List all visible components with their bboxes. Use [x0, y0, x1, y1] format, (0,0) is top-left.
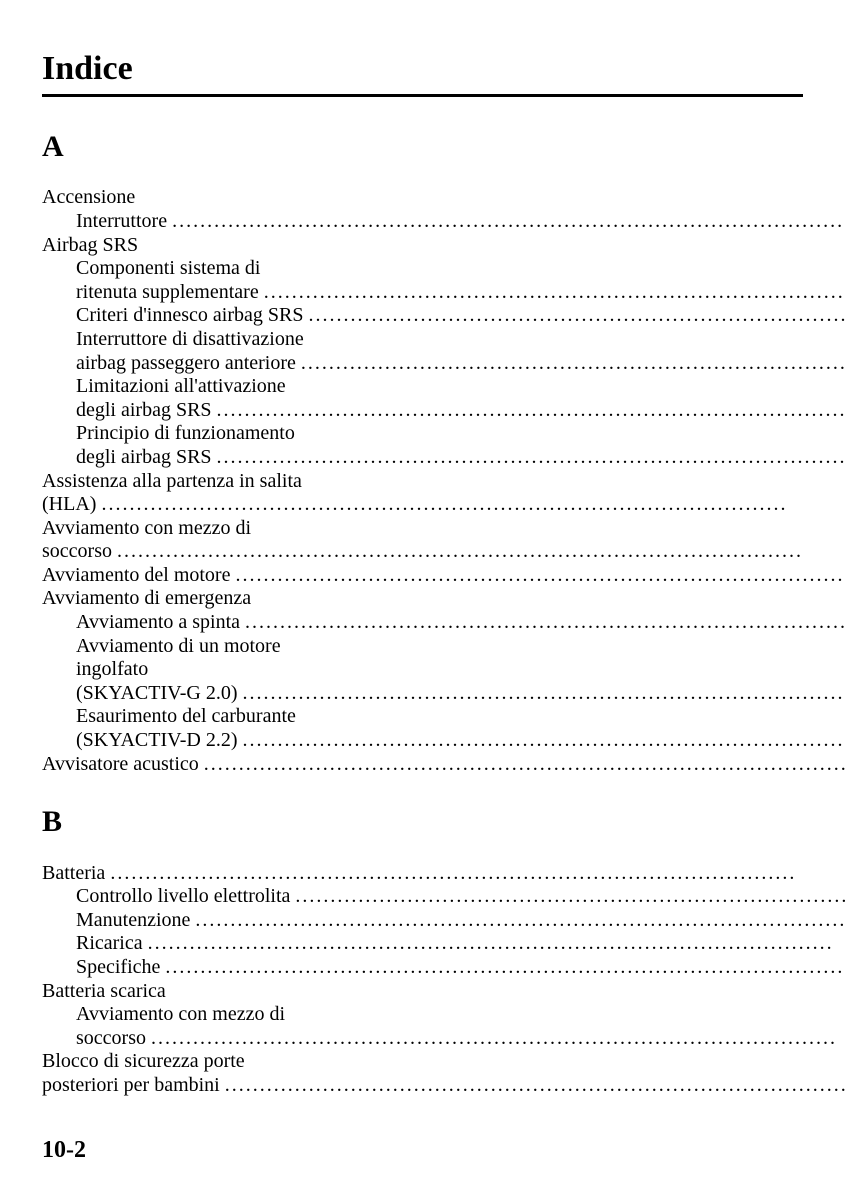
- index-entry-text: Ricarica: [76, 932, 148, 956]
- index-entry-text: degli airbag SRS: [76, 399, 217, 423]
- index-entry-text: Avvisatore acustico: [42, 753, 204, 777]
- index-entry: Interruttore 4-2: [42, 210, 845, 234]
- leader-dots: [217, 446, 845, 470]
- page-number: 10-2: [42, 1137, 86, 1164]
- leader-dots: [204, 753, 845, 777]
- index-entry-continuation: Limitazioni all'attivazione: [42, 375, 845, 399]
- index-entry-text: Manutenzione: [76, 909, 195, 933]
- index-entry: degli airbag SRS 2-56: [42, 399, 845, 423]
- leader-dots: [117, 540, 845, 564]
- index-entry: airbag passeggero anteriore 2-48: [42, 352, 845, 376]
- index-entry: Controllo livello elettrolita 6-38: [42, 885, 845, 909]
- index-entry-continuation: ingolfato: [42, 658, 845, 682]
- index-column-left: A AccensioneInterruttore 4-2Airbag SRSCom…: [42, 127, 845, 1121]
- page-title: Indice: [42, 50, 803, 88]
- leader-dots: [308, 304, 845, 328]
- index-entry-text: Avviamento a spinta: [76, 611, 245, 635]
- index-entry: ritenuta supplementare 2-51: [42, 281, 845, 305]
- leader-dots: [217, 399, 845, 423]
- index-entry-text: ritenuta supplementare: [76, 281, 264, 305]
- leader-dots: [172, 210, 845, 234]
- index-entry-text: degli airbag SRS: [76, 446, 217, 470]
- index-entry: Avviamento a spinta 7-24: [42, 611, 845, 635]
- index-entry-continuation: Esaurimento del carburante: [42, 705, 845, 729]
- index-entry-continuation: Accensione: [42, 186, 845, 210]
- index-entry-continuation: Avviamento con mezzo di: [42, 1003, 845, 1027]
- index-entry-continuation: Avviamento con mezzo di: [42, 517, 845, 541]
- index-entry-continuation: Airbag SRS: [42, 234, 845, 258]
- index-entry-continuation: Avviamento di emergenza: [42, 587, 845, 611]
- index-entry-text: (HLA): [42, 493, 101, 517]
- index-entry: Criteri d'innesco airbag SRS 2-55: [42, 304, 845, 328]
- index-entry-text: airbag passeggero anteriore: [76, 352, 301, 376]
- leader-dots: [242, 729, 845, 753]
- index-entry-text: soccorso: [42, 540, 117, 564]
- index-entry: Manutenzione 6-37: [42, 909, 845, 933]
- leader-dots: [242, 682, 845, 706]
- index-entry: Batteria 6-36: [42, 862, 845, 886]
- index-entry-continuation: Blocco di sicurezza porte: [42, 1050, 845, 1074]
- index-entry-continuation: Interruttore di disattivazione: [42, 328, 845, 352]
- index-entry: (SKYACTIV-G 2.0) 7-24: [42, 682, 845, 706]
- index-entry-text: Avviamento del motore: [42, 564, 235, 588]
- leader-dots: [295, 885, 845, 909]
- title-rule: [42, 94, 803, 97]
- leader-dots: [245, 611, 845, 635]
- index-entry-continuation: Batteria scarica: [42, 980, 845, 1004]
- index-entry: Avvisatore acustico 4-102: [42, 753, 845, 777]
- index-entry: soccorso 7-21: [42, 540, 845, 564]
- index-columns: AAccensioneInterruttore 4-2Airbag SRSCom…: [42, 127, 803, 1121]
- index-entry: (SKYACTIV-D 2.2) 7-25: [42, 729, 845, 753]
- index-entry: Ricarica 6-38: [42, 932, 845, 956]
- index-entry: posteriori per bambini 3-16: [42, 1074, 845, 1098]
- index-entry-continuation: Avviamento di un motore: [42, 635, 845, 659]
- index-entry-text: Controllo livello elettrolita: [76, 885, 295, 909]
- leader-dots: [151, 1027, 845, 1051]
- index-entry: Avviamento del motore 4-3: [42, 564, 845, 588]
- index-letter: A: [42, 129, 845, 164]
- index-entry-continuation: Principio di funzionamento: [42, 422, 845, 446]
- leader-dots: [301, 352, 845, 376]
- index-entry-continuation: Componenti sistema di: [42, 257, 845, 281]
- index-entry-text: (SKYACTIV-G 2.0): [76, 682, 242, 706]
- index-entry-text: Criteri d'innesco airbag SRS: [76, 304, 308, 328]
- index-letter: B: [42, 804, 845, 839]
- leader-dots: [110, 862, 845, 886]
- leader-dots: [235, 564, 845, 588]
- index-entry-text: Batteria: [42, 862, 110, 886]
- index-entry-text: posteriori per bambini: [42, 1074, 225, 1098]
- leader-dots: [101, 493, 845, 517]
- index-entry-text: Interruttore: [76, 210, 172, 234]
- leader-dots: [225, 1074, 845, 1098]
- index-entry-text: Specifiche: [76, 956, 165, 980]
- index-entry-text: soccorso: [76, 1027, 151, 1051]
- leader-dots: [165, 956, 845, 980]
- index-entry-continuation: Assistenza alla partenza in salita: [42, 470, 845, 494]
- leader-dots: [195, 909, 845, 933]
- leader-dots: [148, 932, 845, 956]
- index-entry: degli airbag SRS 2-52: [42, 446, 845, 470]
- index-entry-text: (SKYACTIV-D 2.2): [76, 729, 242, 753]
- leader-dots: [264, 281, 845, 305]
- index-entry: (HLA) 4-107: [42, 493, 845, 517]
- index-entry: soccorso 7-21: [42, 1027, 845, 1051]
- index-entry: Specifiche 9-5: [42, 956, 845, 980]
